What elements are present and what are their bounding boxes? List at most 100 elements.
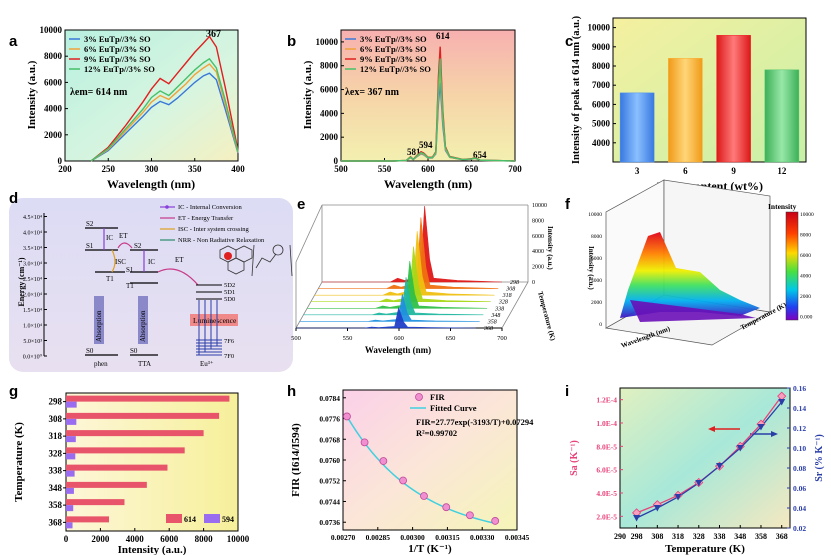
sr-line [636, 401, 783, 519]
z-tick-label: 4000 [591, 278, 602, 284]
spectrum-curve [299, 294, 480, 322]
legend-label: 9% EuTp//3% SO [84, 54, 151, 64]
bar-614 [66, 516, 109, 523]
z-tick-label: 0 [599, 322, 602, 328]
y-tick-label: 0.0776 [319, 415, 340, 424]
y-tick-label: 368 [49, 517, 63, 527]
y-tick-label: 0.0752 [319, 477, 340, 486]
phen-t1: T1 [106, 275, 114, 283]
bar-594 [66, 487, 74, 494]
bar-614 [66, 464, 168, 471]
colorbar [785, 211, 799, 321]
isc-label: ISC [115, 258, 126, 266]
panel-f-chart: Intensity (a.u.) Wavelength (nm) Tempera… [587, 179, 814, 350]
y-tick-label: 318 [49, 431, 63, 441]
phen-s1: S1 [86, 242, 94, 250]
x-tick-label: 308 [651, 532, 663, 541]
right-y-tick-label: 0.14 [793, 404, 806, 413]
data-point [466, 511, 474, 520]
y-tick-label: 5.0×10³ [23, 339, 42, 345]
panel-i-xlabel: Temperature (K) [665, 543, 745, 555]
molecule-structure [219, 244, 293, 277]
y-tick-label: 6000 [44, 77, 63, 87]
spectrum-curve [303, 277, 484, 316]
x-tick-label: 8000 [195, 534, 214, 544]
phen-s2: S2 [86, 220, 94, 228]
y-tick-label: 1.0×10⁴ [23, 324, 42, 330]
spectrum-curve [296, 306, 477, 329]
y-tick-label: 2.5×10⁴ [23, 277, 42, 283]
panel-g-chart: Temperature (K) Intensity (a.u.) 0 2000 40… [13, 392, 250, 555]
legend-label: 3% EuTp//3% SO [360, 34, 427, 44]
intensity-surface [620, 232, 760, 318]
bar-594 [66, 505, 74, 512]
panel-label-h: h [287, 383, 296, 400]
y-tick-label: 0.0760 [319, 456, 340, 465]
panel-i-chart: Sa (K⁻¹) Sr (% K⁻¹) Temperature (K) 290 2… [569, 384, 825, 555]
series-line [90, 35, 239, 162]
sr-marker [695, 480, 703, 487]
eu-7f6: 7F6 [224, 338, 235, 345]
diagram-legend: IC - Internal Conversion ET - Energy Tra… [160, 204, 265, 244]
legend-label: 6% EuTp//3% SO [360, 44, 427, 54]
y-tick-label: 4000 [44, 104, 63, 114]
temperature-tick-label: 318 [502, 293, 512, 299]
panel-h-r2: R²=0.99702 [416, 428, 457, 438]
sr-marker [716, 463, 724, 470]
tta-s1: S1 [126, 266, 134, 274]
bar-614 [66, 395, 230, 402]
et-label-1: ET [119, 232, 128, 240]
panel-a-peak-label: 367 [206, 29, 221, 40]
legend-label: 9% EuTp//3% SO [360, 54, 427, 64]
x-tick-label: 600 [394, 335, 404, 342]
x-tick-label: 12 [777, 166, 787, 176]
x-tick-label: 290 [614, 532, 626, 541]
spectrum-curve [310, 246, 491, 303]
panel-b-xlabel: Wavelength (nm) [384, 177, 472, 191]
legend-swatch [166, 514, 182, 523]
y-tick-label: 6000 [320, 85, 339, 95]
panel-h-plot-bg [343, 390, 517, 530]
series-line [90, 57, 239, 162]
panel-c-chart: Intensity of peak at 614 nm (a.u.) EuTp … [571, 15, 807, 193]
panel-b-plot-bg [341, 30, 515, 161]
series-line [90, 63, 239, 162]
x-tick-label: 6000 [160, 534, 179, 544]
ic-label-1: IC [106, 234, 113, 242]
spectrum-curve [322, 205, 503, 283]
panel-h-legend-fit: Fitted Curve [430, 403, 477, 413]
x-tick-label: 0.00300 [400, 533, 425, 542]
colorbar-tick-label: 2000 [800, 294, 811, 300]
colorbar-tick-label: 0.000 [800, 315, 813, 321]
x-tick-label: 0.00330 [470, 533, 495, 542]
data-point [491, 517, 500, 525]
panel-e-chart: Wavelength (nm) Intensity (a.u.) Tempera… [291, 203, 557, 355]
panel-label-b: b [287, 33, 296, 50]
y-tick-label: 2.0×10⁴ [23, 293, 42, 299]
panel-label-f: f [565, 196, 571, 213]
legend-label: 6% EuTp//3% SO [84, 44, 151, 54]
x-tick-label: 9 [731, 166, 736, 176]
right-y-tick-label: 0.12 [793, 424, 806, 433]
legend-label: 594 [222, 515, 234, 524]
eu-5d0: 5D0 [224, 296, 235, 303]
z-tick-label: 10000 [532, 203, 547, 209]
tta-t1: T1 [126, 282, 134, 290]
eu-5d2: 5D2 [224, 282, 235, 289]
temperature-tick-label: 328 [498, 300, 508, 306]
legend-isc: ISC - Inter system crossing [178, 226, 250, 233]
left-y-tick-label: 1.2E-4 [596, 396, 617, 405]
panel-f-ylabel: Intensity (a.u.) [587, 246, 595, 290]
z-tick-label: 4000 [532, 249, 544, 255]
phen-absorption: Absorption [95, 310, 103, 342]
panel-label-c: c [565, 33, 573, 50]
colorbar-title: Intensity [768, 202, 797, 211]
z-tick-label: 10000 [588, 212, 602, 218]
bar-594 [66, 470, 75, 477]
bar-614 [66, 447, 185, 454]
ic-label-2: IC [148, 258, 155, 266]
legend-swatch [204, 514, 220, 523]
panel-b-peak-594: 594 [419, 140, 433, 150]
panel-g-ylabel: Temperature (K) [13, 422, 25, 502]
y-tick-label: 4.5×10⁴ [23, 215, 42, 221]
